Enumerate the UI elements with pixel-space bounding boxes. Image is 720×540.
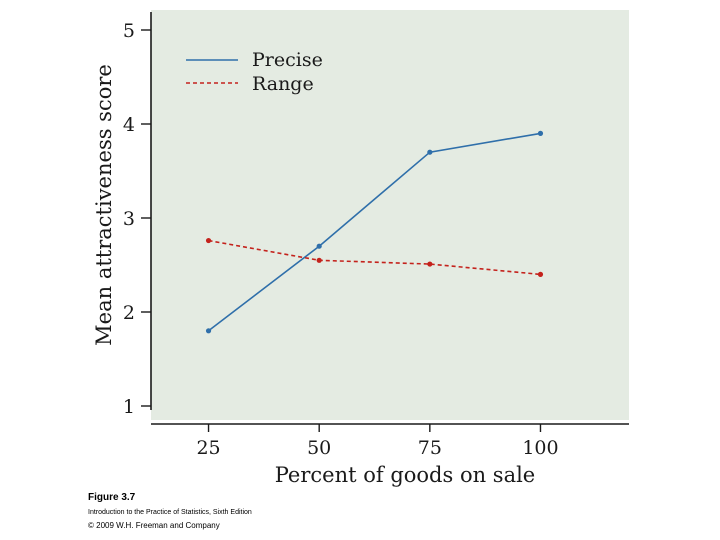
data-point-range: [205, 237, 212, 244]
plot-area: [151, 10, 629, 420]
data-point-range: [316, 257, 322, 263]
y-tick-label: 3: [123, 208, 135, 230]
y-tick-label: 5: [123, 20, 135, 42]
legend-label-precise: Precise: [252, 49, 323, 71]
legend-label-range: Range: [252, 73, 314, 95]
y-tick-label: 1: [123, 396, 135, 418]
x-ticks: 25 50 75 100: [196, 424, 559, 459]
data-point-range: [427, 261, 433, 267]
series-line-range: [208, 239, 541, 276]
book-title: Introduction to the Practice of Statisti…: [88, 509, 252, 516]
data-point-precise: [537, 130, 544, 136]
series-line-precise: [208, 132, 541, 332]
x-axis-title: Percent of goods on sale: [275, 463, 535, 487]
x-tick-label: 25: [196, 437, 220, 459]
y-axis-title: Mean attractiveness score: [92, 64, 116, 346]
y-ticks: 1 2 3 4 5: [123, 20, 151, 418]
axes: [150, 12, 629, 425]
y-tick-label: 2: [123, 302, 135, 324]
y-tick-label: 4: [123, 114, 135, 136]
x-tick-label: 100: [522, 437, 558, 459]
data-point-precise: [316, 243, 322, 249]
x-tick-label: 50: [307, 437, 331, 459]
data-point-precise: [427, 149, 433, 155]
x-tick-label: 75: [418, 437, 442, 459]
copyright-notice: © 2009 W.H. Freeman and Company: [88, 521, 220, 530]
legend: Precise Range: [186, 49, 323, 95]
data-point-range: [537, 271, 544, 277]
data-point-precise: [205, 328, 212, 334]
series-layer: [205, 130, 544, 334]
figure-label: Figure 3.7: [88, 492, 136, 503]
